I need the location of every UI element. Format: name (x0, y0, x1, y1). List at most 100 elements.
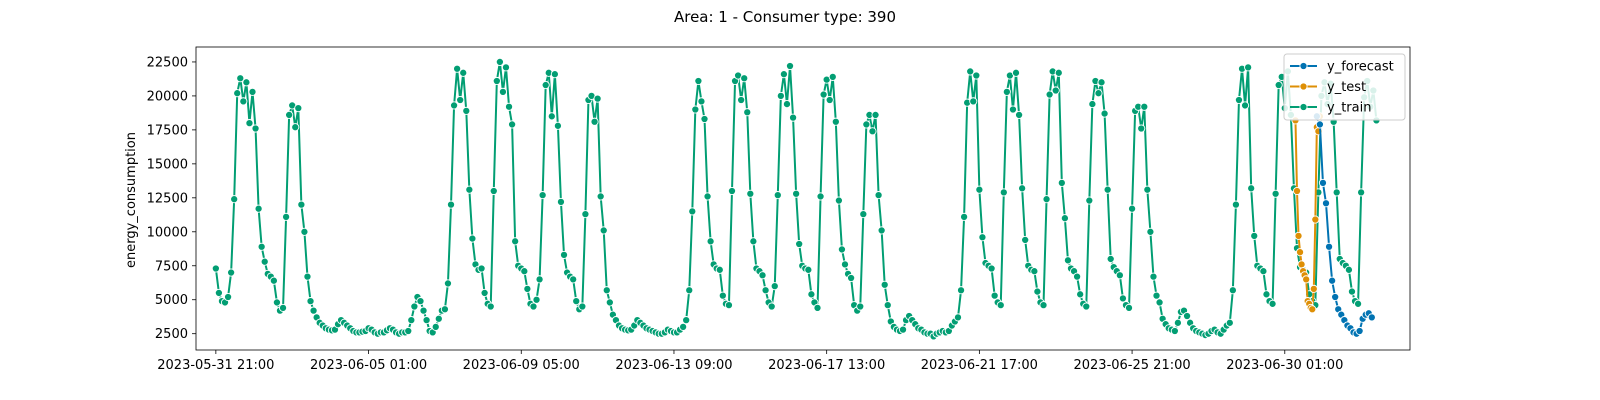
data-point (782, 100, 792, 109)
x-tick-label: 2023-06-17 13:00 (768, 358, 885, 373)
data-point (453, 64, 462, 73)
data-point (1094, 89, 1103, 98)
data-point (1231, 200, 1240, 209)
data-point (233, 89, 242, 98)
data-point (1302, 275, 1311, 284)
data-point (1308, 305, 1317, 314)
data-point (523, 284, 532, 293)
legend-marker (1299, 82, 1308, 91)
data-point (434, 314, 443, 323)
data-point (492, 76, 501, 86)
data-point (404, 326, 413, 336)
data-point (230, 195, 239, 204)
data-point (1030, 267, 1039, 276)
data-point (1183, 311, 1192, 321)
data-point (804, 265, 813, 274)
data-point (868, 127, 877, 136)
data-point (740, 74, 749, 83)
data-point (1244, 63, 1253, 72)
data-point (407, 316, 416, 325)
data-point (245, 119, 254, 128)
data-point (862, 120, 871, 129)
series-line (214, 60, 1378, 338)
data-point (1328, 276, 1337, 285)
data-point (1155, 298, 1164, 307)
data-point (547, 112, 556, 121)
data-point (1250, 231, 1259, 240)
data-point (559, 250, 569, 259)
y-tick-label: 2500 (155, 327, 188, 342)
data-point (691, 105, 700, 114)
data-point (257, 242, 266, 251)
x-tick-label: 2023-06-30 01:00 (1226, 358, 1343, 373)
data-point (1054, 68, 1063, 77)
data-point (746, 189, 755, 198)
data-point (272, 298, 281, 307)
data-point (816, 192, 825, 201)
data-point (498, 87, 507, 96)
data-point (706, 237, 715, 246)
data-point (883, 301, 892, 310)
data-point (825, 95, 834, 105)
data-point (1146, 227, 1155, 236)
data-point (236, 74, 245, 83)
data-point (422, 316, 431, 325)
data-point (1262, 290, 1271, 299)
data-point (446, 200, 456, 209)
data-point (1106, 254, 1115, 264)
data-point (758, 271, 767, 280)
data-point (550, 70, 559, 79)
data-point (511, 237, 520, 246)
data-point (987, 264, 996, 273)
data-point (1103, 185, 1112, 194)
data-point (468, 234, 477, 243)
data-point (431, 322, 440, 331)
data-point (1042, 195, 1051, 204)
series-y-forecast (1312, 112, 1376, 338)
data-point (960, 212, 969, 221)
data-point (773, 191, 782, 200)
data-point (999, 188, 1008, 197)
data-point (761, 286, 770, 295)
data-point (1140, 102, 1149, 111)
data-point (214, 288, 223, 297)
data-point (1259, 267, 1268, 276)
data-point (480, 288, 489, 297)
data-point (718, 291, 727, 300)
data-point (874, 191, 883, 200)
data-point (834, 196, 843, 205)
legend-marker (1299, 102, 1308, 112)
data-point (1015, 110, 1024, 119)
data-point (590, 117, 599, 126)
y-axis-label: energy_consumption (124, 132, 139, 268)
data-point (1355, 326, 1364, 336)
data-point (1268, 299, 1277, 308)
data-point (1271, 189, 1280, 198)
data-point (489, 186, 498, 196)
data-point (1315, 120, 1324, 129)
data-point (520, 267, 529, 276)
data-point (1002, 87, 1011, 96)
data-point (1018, 184, 1027, 193)
data-point (1170, 326, 1179, 336)
data-point (495, 57, 504, 67)
data-point (972, 71, 981, 80)
data-point (553, 121, 562, 130)
x-tick-label: 2023-06-13 09:00 (615, 358, 732, 373)
data-point (1354, 299, 1363, 308)
data-point (300, 227, 309, 236)
data-point (1033, 287, 1042, 296)
data-point (1274, 80, 1283, 90)
data-point (1247, 184, 1256, 193)
y-tick-label: 17500 (147, 123, 188, 138)
data-point (1152, 291, 1161, 300)
data-point (1225, 318, 1234, 327)
data-point (306, 297, 315, 306)
data-point (285, 110, 294, 119)
data-point (416, 297, 425, 306)
x-tick-label: 2023-06-25 21:00 (1073, 358, 1190, 373)
x-tick-label: 2023-06-05 01:00 (310, 358, 427, 373)
data-point (1228, 286, 1237, 295)
data-point (1011, 68, 1021, 77)
data-point (776, 91, 785, 100)
